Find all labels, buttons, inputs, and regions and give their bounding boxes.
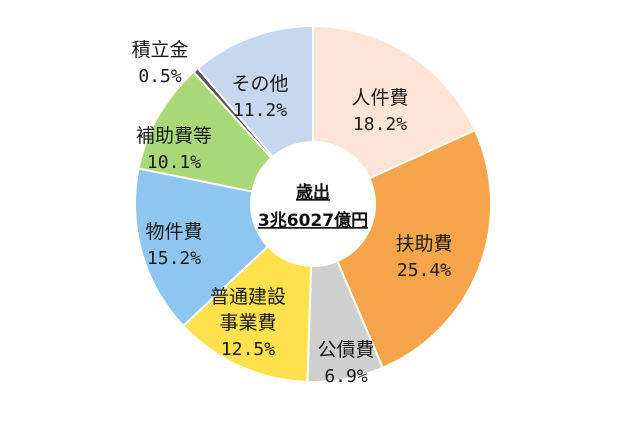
slice-0-value: 18.2% (353, 114, 407, 135)
slice-3-name-1: 事業費 (219, 312, 276, 334)
slice-3-value: 12.5% (221, 339, 275, 360)
slice-7-name-0: その他 (231, 73, 288, 95)
slice-4-value: 15.2% (147, 248, 201, 269)
donut-hole (251, 142, 375, 266)
slice-4-name-0: 物件費 (145, 221, 202, 243)
slice-2-name-0: 公債費 (317, 339, 374, 361)
slice-5-value: 10.1% (147, 152, 201, 173)
slice-7-value: 11.2% (233, 100, 287, 121)
center-title: 歳出 (296, 182, 330, 203)
slice-6-value: 0.5% (138, 66, 182, 87)
slice-6-name-0: 積立金 (131, 39, 188, 61)
donut-slices (134, 24, 492, 383)
slice-0-name-0: 人件費 (351, 87, 408, 109)
center-total: 3兆6027億円 (258, 210, 368, 231)
slice-2-value: 6.9% (324, 366, 368, 387)
slice-0 (312, 24, 477, 180)
slice-3-name-0: 普通建設 (210, 286, 286, 308)
slice-5-name-0: 補助費等 (136, 125, 212, 147)
slice-1-value: 25.4% (397, 260, 451, 281)
slice-1-name-0: 扶助費 (395, 233, 452, 255)
